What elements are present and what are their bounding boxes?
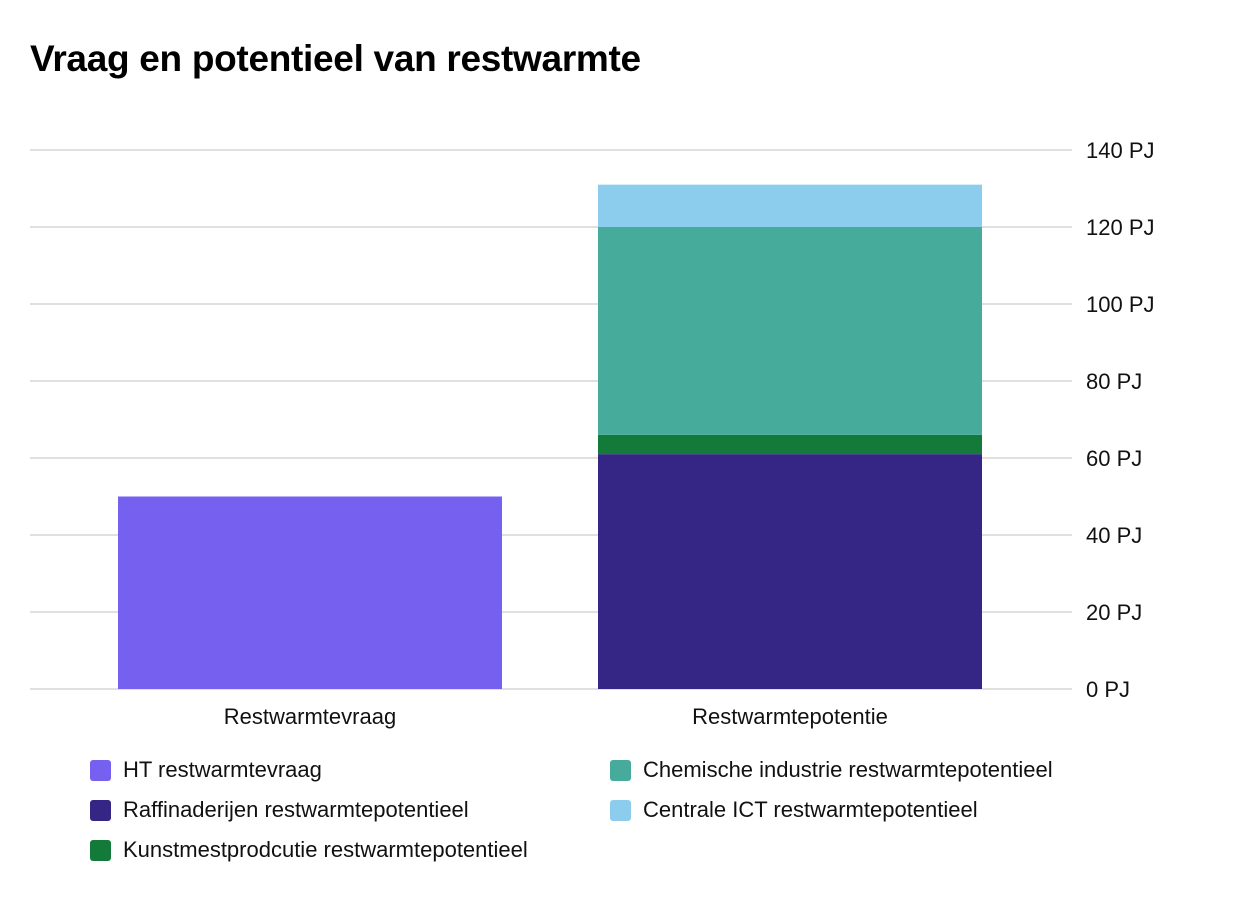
x-axis-category-labels: Restwarmtevraag Restwarmtepotentie [224,704,888,729]
legend-label: Centrale ICT restwarmtepotentieel [643,797,978,822]
x-category-label: Restwarmtevraag [224,704,396,729]
legend-item[interactable]: Centrale ICT restwarmtepotentieel [610,795,978,825]
y-tick-label: 120 PJ [1086,215,1155,240]
stacked-bar-chart: 0 PJ 20 PJ 40 PJ 60 PJ 80 PJ 100 PJ 120 PJ 140 … [30,138,1155,729]
legend-swatch [90,799,111,821]
y-tick-label: 140 PJ [1086,138,1155,163]
legend-label: HT restwarmtevraag [123,757,322,782]
y-tick-label: 60 PJ [1086,446,1142,471]
y-tick-label: 0 PJ [1086,677,1130,702]
bar-segment-1-3[interactable] [598,227,982,435]
y-tick-label: 80 PJ [1086,369,1142,394]
y-tick-label: 100 PJ [1086,292,1155,317]
legend-label: Raffinaderijen restwarmtepotentieel [123,797,469,822]
legend-label: Kunstmestprodcutie restwarmtepotentieel [123,837,528,862]
legend-item[interactable]: Kunstmestprodcutie restwarmtepotentieel [90,835,528,865]
bar-segment-1-1[interactable] [598,454,982,689]
legend-swatch [90,759,111,781]
bars [118,184,982,690]
bar-segment-1-2[interactable] [598,434,982,455]
y-tick-label: 20 PJ [1086,600,1142,625]
legend-swatch [90,839,111,861]
legend-item[interactable]: Raffinaderijen restwarmtepotentieel [90,795,469,825]
chart-title: Vraag en potentieel van restwarmte [30,38,641,79]
legend-item[interactable]: Chemische industrie restwarmtepotentieel [610,755,1053,785]
legend-item[interactable]: HT restwarmtevraag [90,755,322,785]
x-category-label: Restwarmtepotentie [692,704,888,729]
y-tick-label: 40 PJ [1086,523,1142,548]
bar-segment-0-0[interactable] [118,496,502,690]
legend-swatch [610,799,631,821]
y-axis-tick-labels: 0 PJ 20 PJ 40 PJ 60 PJ 80 PJ 100 PJ 120 PJ 140 … [1086,138,1155,702]
legend-swatch [610,759,631,781]
bar-segment-1-4[interactable] [598,184,982,227]
legend-label: Chemische industrie restwarmtepotentieel [643,757,1053,782]
